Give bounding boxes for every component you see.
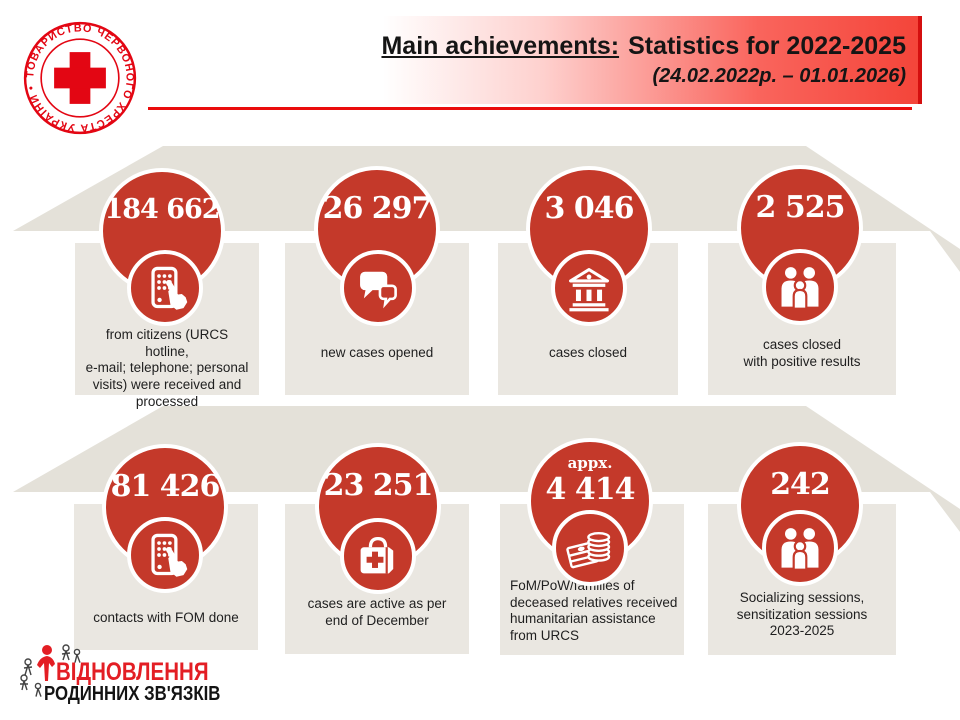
money-stack-icon <box>552 510 628 586</box>
stat-value: 2 525 <box>755 190 846 225</box>
title-banner: Main achievements: Statistics for 2022-20… <box>381 16 922 104</box>
family-icon <box>762 510 838 586</box>
title-subtitle: (24.02.2022р. – 01.01.2026) <box>652 64 906 87</box>
stat-label: cases are active as per end of December <box>307 596 447 628</box>
bank-icon <box>551 250 627 326</box>
family-links-logo: ВІДНОВЛЕННЯ РОДИННИХ ЗВ'ЯЗКІВ <box>14 636 274 716</box>
stat-value: 26 297 <box>322 191 433 226</box>
stat-value: 184 662 <box>104 194 220 225</box>
stat-value: 81 426 <box>110 469 221 504</box>
banner-row-2 <box>13 406 960 532</box>
phone-tap-icon <box>127 517 203 593</box>
page-title: Main achievements: Statistics for 2022-20… <box>381 31 906 62</box>
first-aid-bag-icon <box>340 518 416 594</box>
urcs-logo: ТОВАРИСТВО ЧЕРВОНОГО ХРЕСТА УКРАЇНИ • <box>23 21 137 135</box>
stat-value: 4 414 <box>545 472 636 507</box>
stat-value: 242 <box>770 467 831 502</box>
speech-bubbles-icon <box>340 250 416 326</box>
stat-label: from citizens (URCS hotline, e-mail; tel… <box>85 327 249 409</box>
title-rule <box>148 107 912 110</box>
stat-value: 23 251 <box>323 468 434 503</box>
title-rest-part: Statistics for 2022-2025 <box>628 32 906 61</box>
family-icon <box>762 249 838 325</box>
stat-value-bubble: 2 525 <box>737 165 863 291</box>
red-cross-icon <box>54 52 106 104</box>
stat-approx-note: appx. <box>567 454 613 472</box>
logo-line-2: РОДИННИХ ЗВ'ЯЗКІВ <box>44 683 221 705</box>
stat-label: cases closed <box>548 345 628 360</box>
logo-line-1: ВІДНОВЛЕННЯ <box>56 658 209 686</box>
stat-label: cases closed with positive results <box>743 337 861 369</box>
title-underlined-part: Main achievements: <box>381 32 620 61</box>
people-figures-icon <box>20 644 81 697</box>
phone-tap-icon <box>127 250 203 326</box>
banner-row-1 <box>13 146 960 272</box>
stat-value: 3 046 <box>544 191 635 226</box>
stat-label: Socializing sessions, sensitization sess… <box>736 590 868 639</box>
stat-label: new cases opened <box>320 345 434 360</box>
stat-label: FoM/PoW/families of deceased relatives r… <box>510 578 678 644</box>
stat-label: contacts with FOM done <box>93 610 239 625</box>
